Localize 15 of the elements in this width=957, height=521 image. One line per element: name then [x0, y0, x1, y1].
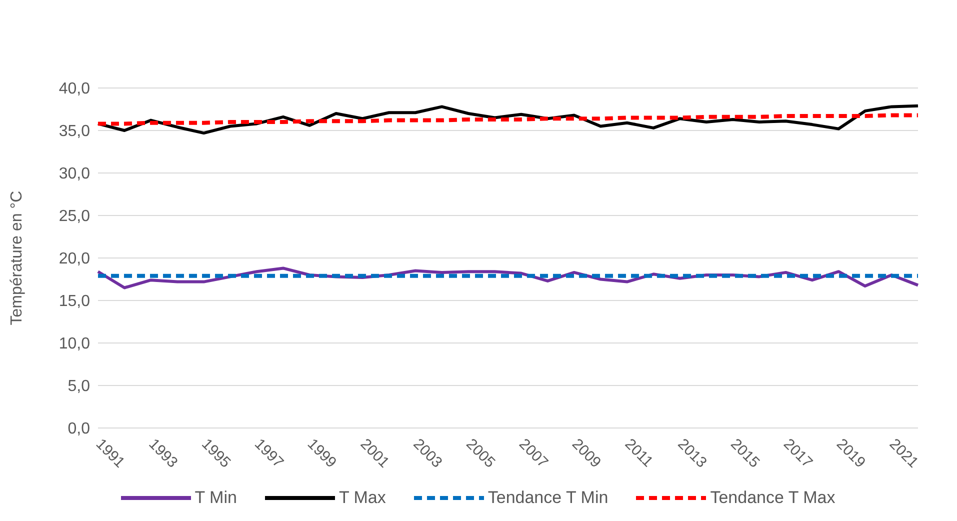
y-tick-label: 40,0: [58, 80, 90, 98]
y-tick-label: 0,0: [68, 420, 90, 438]
y-tick-label: 25,0: [58, 208, 90, 226]
legend-label: Tendance T Max: [710, 488, 836, 508]
line-series: [96, 113, 920, 126]
y-tick-label: 20,0: [58, 250, 90, 268]
y-tick-label: 5,0: [68, 378, 90, 396]
y-tick-label: 15,0: [58, 293, 90, 310]
y-tick-label: 30,0: [58, 166, 90, 183]
y-tick-label: 35,0: [58, 123, 90, 140]
y-axis-title: Température en °C: [8, 190, 26, 326]
y-tick-label: 10,0: [58, 336, 90, 353]
legend-label: T Min: [194, 488, 237, 508]
legend-label: T Max: [338, 488, 386, 508]
legend-label: Tendance T Min: [488, 488, 608, 508]
